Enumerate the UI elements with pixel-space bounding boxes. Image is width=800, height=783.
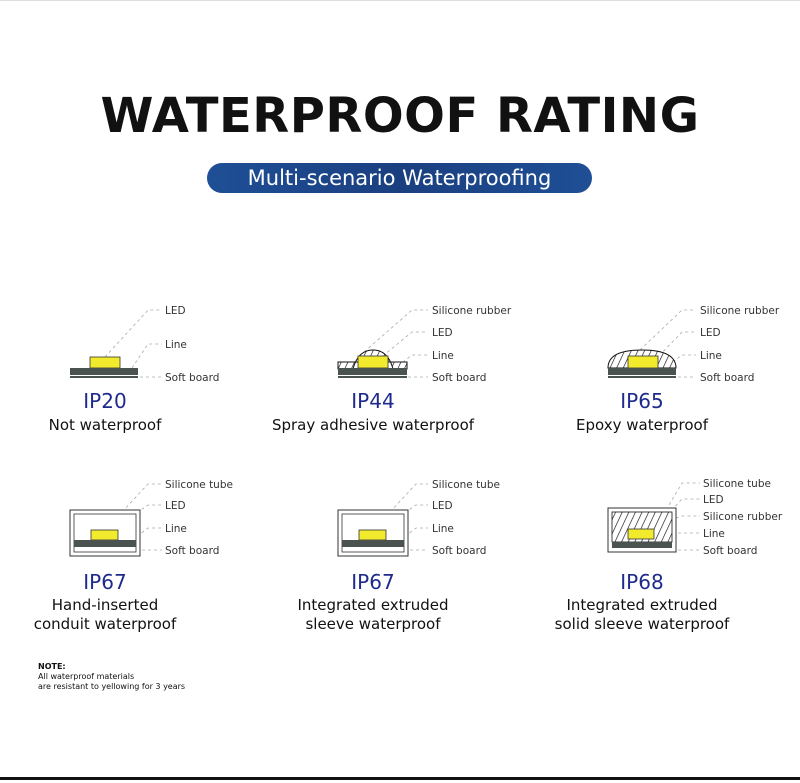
label: Line <box>165 339 187 351</box>
label: Soft board <box>703 545 757 557</box>
rating-ip44: IP44 <box>351 389 395 413</box>
label: Silicone tube <box>703 478 771 490</box>
ip67-sleeve-diagram <box>337 509 409 557</box>
ip20-diagram <box>70 356 138 378</box>
ip65-diagram <box>607 349 677 378</box>
label: Line <box>703 528 725 540</box>
label: Silicone rubber <box>432 305 512 317</box>
label: Silicone rubber <box>703 511 783 523</box>
rating-desc: Hand-inserted conduit waterproof <box>33 596 177 633</box>
label: Soft board <box>432 372 486 384</box>
label: LED <box>700 327 721 339</box>
label: Line <box>432 350 454 362</box>
ip68-diagram <box>607 507 677 553</box>
rating-desc: Integrated extruded sleeve waterproof <box>297 596 449 633</box>
bottom-divider <box>0 777 800 780</box>
label: Line <box>165 523 187 535</box>
label: Soft board <box>432 545 486 557</box>
rating-ip67: IP67 <box>83 570 127 594</box>
ip44-diagram <box>337 349 408 378</box>
note-line: are resistant to yellowing for 3 years <box>38 682 186 691</box>
top-divider <box>0 0 800 1</box>
label: LED <box>165 500 186 512</box>
rating-ip20: IP20 <box>83 389 127 413</box>
label: Silicone rubber <box>700 305 780 317</box>
label: Line <box>700 350 722 362</box>
label: LED <box>432 327 453 339</box>
note: NOTE: All waterproof materials are resis… <box>38 662 185 692</box>
rating-desc: Not waterproof <box>48 416 162 434</box>
rating-desc: Epoxy waterproof <box>576 416 708 434</box>
label: Soft board <box>165 372 219 384</box>
note-line: All waterproof materials <box>38 672 135 681</box>
note-heading: NOTE: <box>38 662 66 671</box>
subtitle-banner: Multi-scenario Waterproofing <box>207 163 592 193</box>
label: Silicone tube <box>165 479 233 491</box>
ip67-conduit-diagram <box>69 509 141 557</box>
label: LED <box>703 494 724 506</box>
page-title: WATERPROOF RATING <box>100 88 700 144</box>
label: Line <box>432 523 454 535</box>
label: Soft board <box>165 545 219 557</box>
label: LED <box>165 305 186 317</box>
rating-ip67: IP67 <box>351 570 395 594</box>
label: Soft board <box>700 372 754 384</box>
rating-desc: Spray adhesive waterproof <box>271 416 475 434</box>
rating-ip68: IP68 <box>620 570 664 594</box>
label: LED <box>432 500 453 512</box>
rating-ip65: IP65 <box>620 389 664 413</box>
rating-desc: Integrated extruded solid sleeve waterpro… <box>554 596 730 633</box>
label: Silicone tube <box>432 479 500 491</box>
